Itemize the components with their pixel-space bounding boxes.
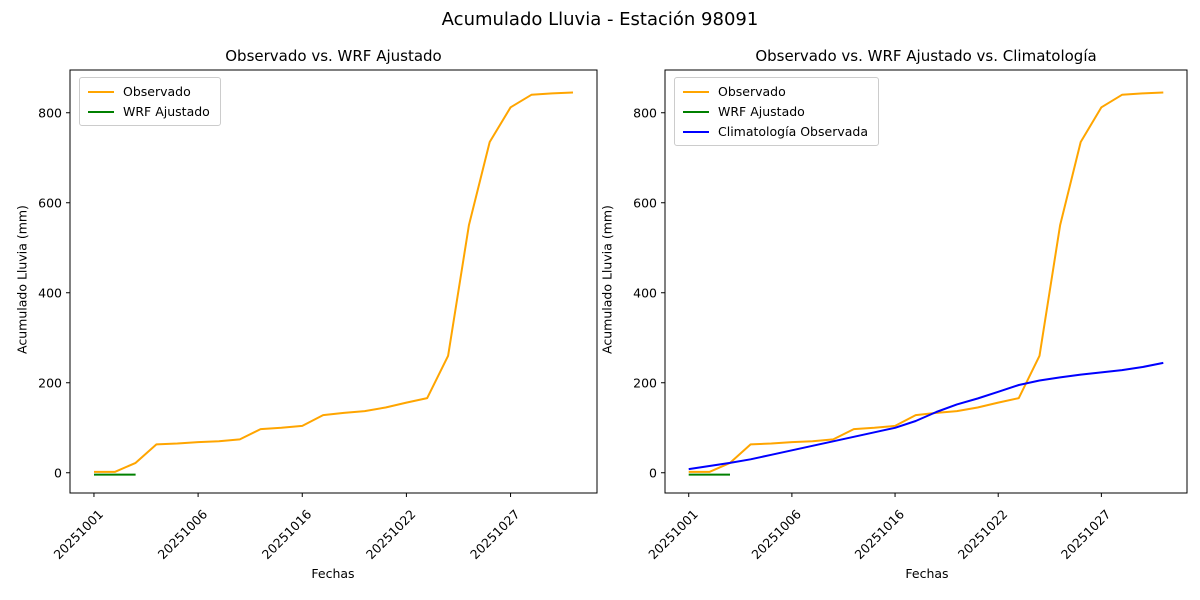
legend-entry-wrf-ajustado: WRF Ajustado <box>88 104 210 119</box>
series-line-observado <box>94 91 574 473</box>
x-tick-label: 20251027 <box>467 507 523 563</box>
legend-entry-climatologia-observada: Climatología Observada <box>683 124 868 139</box>
y-tick-label: 200 <box>38 375 62 390</box>
y-tick-label: 0 <box>649 465 657 480</box>
legend-label: WRF Ajustado <box>123 104 210 119</box>
x-tick-label: 20251022 <box>955 507 1011 563</box>
axes-frame <box>664 69 1188 494</box>
y-tick-label: 800 <box>38 105 62 120</box>
y-tick-label: 600 <box>38 195 62 210</box>
legend-right: Observado WRF Ajustado Climatología Observ… <box>674 77 879 146</box>
legend-swatch-wrf-ajustado <box>88 110 114 113</box>
y-tick-label: 200 <box>633 375 657 390</box>
legend-entry-wrf-ajustado: WRF Ajustado <box>683 104 868 119</box>
x-tick-label: 20251016 <box>852 506 908 562</box>
legend-label: WRF Ajustado <box>718 104 805 119</box>
subplot-right-y-axis-label: Acumulado Lluvia (mm) <box>599 205 615 354</box>
subplot-left-x-axis-label: Fechas <box>311 566 355 581</box>
legend-swatch-wrf-ajustado <box>683 110 709 113</box>
x-tick-label: 20251027 <box>1058 507 1114 563</box>
legend-swatch-climatologia-observada <box>683 130 709 133</box>
axes-frame <box>69 69 598 494</box>
y-tick-label: 400 <box>633 285 657 300</box>
legend-swatch-observado <box>683 90 709 93</box>
legend-left: Observado WRF Ajustado <box>79 77 221 126</box>
legend-swatch-observado <box>88 90 114 93</box>
legend-label: Observado <box>718 84 786 99</box>
y-tick-label: 400 <box>38 285 62 300</box>
subplot-left-y-axis-label: Acumulado Lluvia (mm) <box>14 205 30 354</box>
legend-entry-observado: Observado <box>683 84 868 99</box>
y-tick-label: 600 <box>633 195 657 210</box>
x-tick-label: 20251006 <box>155 506 211 562</box>
x-tick-label: 20251022 <box>363 507 419 563</box>
subplot-right-x-axis-label: Fechas <box>905 566 949 581</box>
subplot-left-title: Observado vs. WRF Ajustado <box>225 47 442 65</box>
figure-title: Acumulado Lluvia - Estación 98091 <box>441 9 759 30</box>
legend-label: Climatología Observada <box>718 124 868 139</box>
y-tick-label: 800 <box>633 105 657 120</box>
x-tick-label: 20251001 <box>50 507 106 563</box>
legend-entry-observado: Observado <box>88 84 210 99</box>
series-line-climatologia-observada <box>688 361 1164 471</box>
x-tick-label: 20251001 <box>645 507 701 563</box>
x-tick-label: 20251016 <box>259 506 315 562</box>
y-tick-label: 0 <box>54 465 62 480</box>
series-line-observado <box>688 91 1164 473</box>
x-tick-label: 20251006 <box>748 506 804 562</box>
subplot-right-title: Observado vs. WRF Ajustado vs. Climatolo… <box>755 47 1097 65</box>
legend-label: Observado <box>123 84 191 99</box>
